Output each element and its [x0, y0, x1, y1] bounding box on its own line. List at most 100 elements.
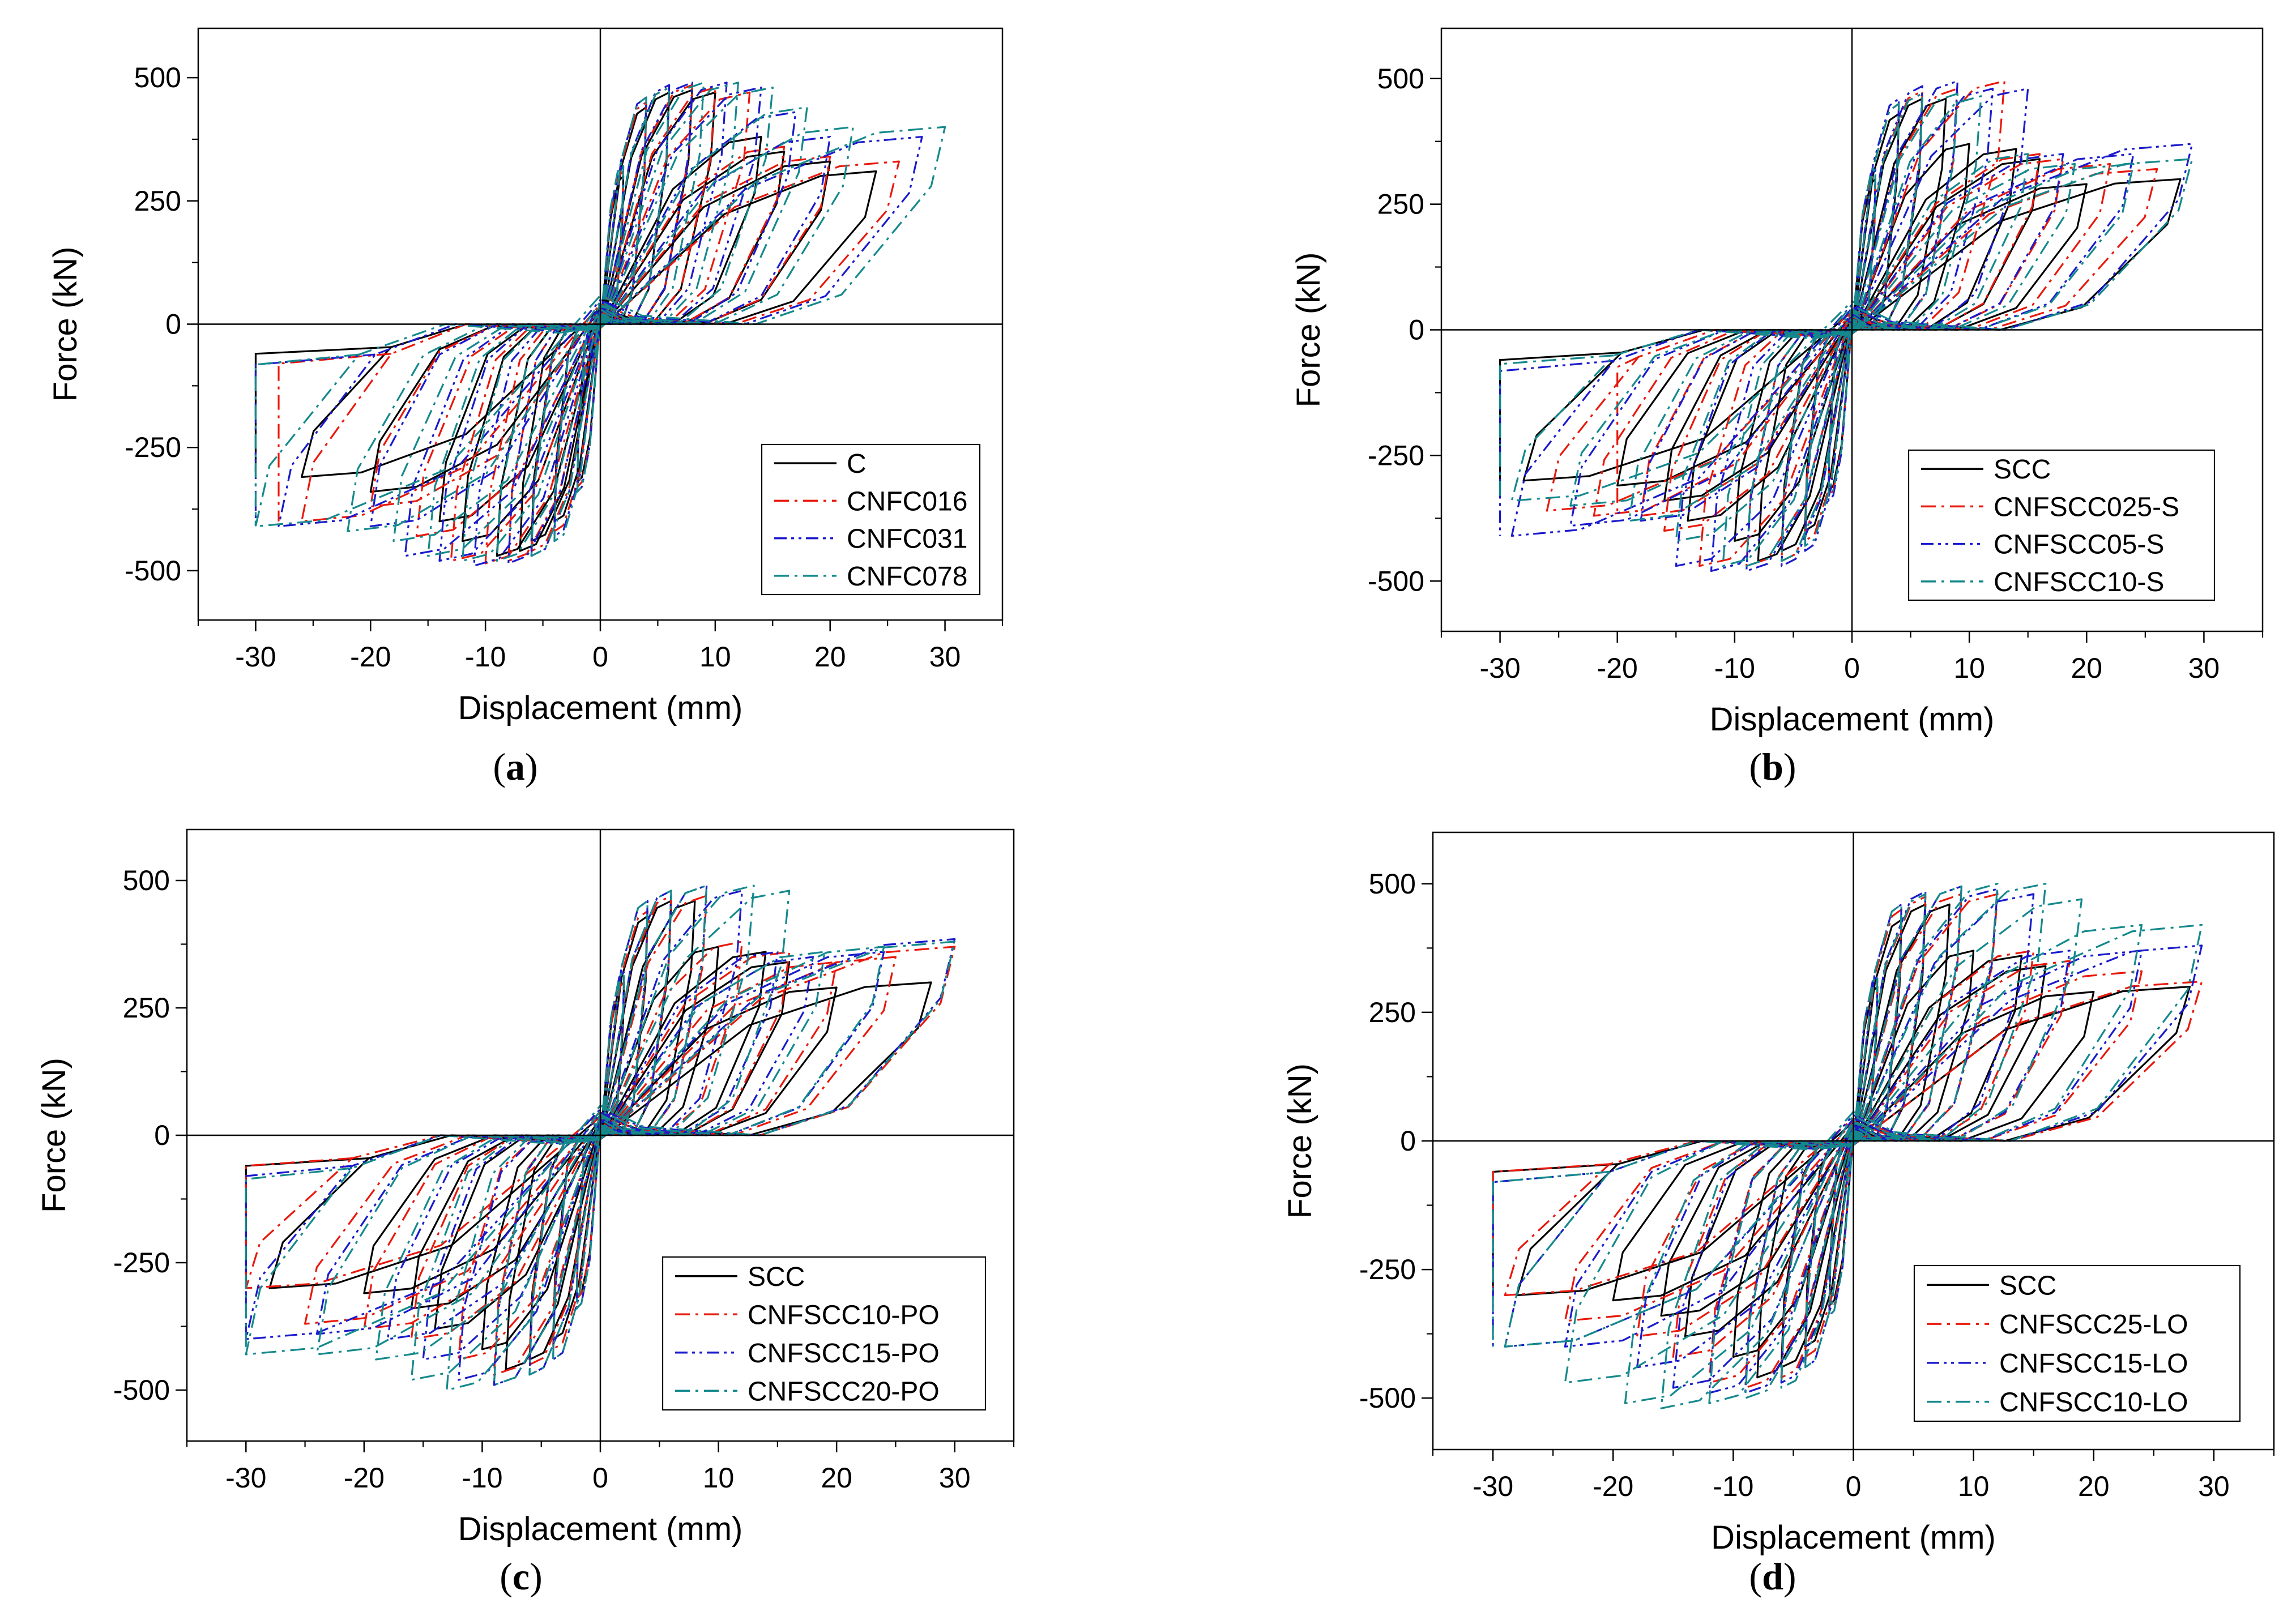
- x-tick-label: 10: [1958, 1470, 1990, 1502]
- hysteresis-loop: [1636, 960, 2071, 1337]
- y-tick-label: 0: [1409, 314, 1424, 346]
- hysteresis-loop: [254, 126, 946, 528]
- x-tick-label: 0: [1844, 652, 1860, 684]
- hysteresis-loop: [1780, 890, 1927, 1384]
- y-axis-title: Force (kN): [1290, 253, 1327, 408]
- hysteresis-loop: [347, 126, 854, 532]
- x-tick-label: -10: [462, 1462, 502, 1494]
- x-axis-title: Displacement (mm): [458, 690, 743, 726]
- legend-label: CNFSCC25-LO: [1999, 1310, 2188, 1340]
- y-tick-label: 250: [134, 185, 181, 217]
- hysteresis-loop: [1546, 168, 2158, 512]
- final-cycle-segment: [245, 1167, 353, 1354]
- x-tick-label: 0: [592, 641, 608, 673]
- hysteresis-loop: [458, 940, 743, 1361]
- legend-box: [1913, 1264, 2241, 1422]
- chart-svg-b: -30 -20 -10 0 10 20 30 -500 -250 0 250 500 Displacem…: [1290, 27, 2264, 738]
- y-tick-label: -500: [1368, 565, 1424, 597]
- hysteresis-loop: [1828, 168, 1876, 497]
- x-axis-title: Displacement (mm): [458, 1511, 743, 1547]
- final-cycle-segment: [245, 1165, 353, 1339]
- hysteresis-loop: [1660, 883, 2047, 1409]
- y-tick-label: -250: [1368, 439, 1424, 471]
- legend-label: CNFSCC05-S: [1994, 530, 2164, 560]
- x-tick-label: -10: [1713, 1470, 1753, 1502]
- x-tick-label: 0: [1846, 1470, 1862, 1502]
- legend-label: CNFSCC20-PO: [748, 1376, 940, 1406]
- hysteresis-loop: [1510, 143, 2193, 537]
- y-axis-title: Force (kN): [36, 1058, 72, 1213]
- y-tick-label: 250: [1369, 997, 1416, 1028]
- x-tick-label: 20: [814, 641, 846, 673]
- legend-label: SCC: [1994, 455, 2051, 485]
- hysteresis-loop: [575, 971, 625, 1310]
- hysteresis-loop: [446, 884, 755, 1391]
- x-tick-label: 30: [939, 1462, 971, 1494]
- legend-label: CNFSCC10-LO: [1999, 1388, 2188, 1418]
- legend-label: CNFSCC10-PO: [748, 1300, 940, 1330]
- legend: SCC CNFSCC25-LO CNFSCC15-LO CNFSCC10-LO: [1913, 1264, 2241, 1422]
- hysteresis-loop: [552, 910, 648, 1350]
- legend-label: CNFC016: [847, 486, 967, 516]
- panel-caption-b: (b): [1749, 745, 1796, 788]
- y-axis-title: Force (kN): [47, 247, 84, 402]
- y-tick-label: 250: [1377, 189, 1424, 220]
- y-tick-label: -500: [113, 1374, 170, 1406]
- hysteresis-loop: [458, 890, 743, 1381]
- x-tick-label: -30: [225, 1462, 266, 1494]
- legend-label: CNFSCC15-PO: [748, 1339, 940, 1369]
- x-tick-label: -20: [1597, 652, 1638, 684]
- y-axis-title: Force (kN): [1282, 1063, 1318, 1219]
- y-tick-label: 500: [134, 62, 181, 93]
- hysteresis-loop: [387, 956, 814, 1340]
- x-tick-label: 20: [2078, 1470, 2110, 1502]
- panel-caption-a: (a): [493, 745, 538, 788]
- legend: SCC CNFSCC10-PO CNFSCC15-PO CNFSCC20-PO: [662, 1256, 987, 1411]
- final-cycle-segment: [254, 346, 391, 472]
- chart-svg-d: -30 -20 -10 0 10 20 30 -500 -250 0 250 500 Displacem…: [1282, 831, 2275, 1556]
- final-cycle-segment: [254, 353, 375, 527]
- legend-label: SCC: [1999, 1271, 2056, 1301]
- hysteresis-loop: [552, 900, 648, 1361]
- legend-label: CNFC031: [847, 524, 967, 554]
- hysteresis-loop: [530, 84, 671, 557]
- x-tick-label: -10: [1714, 652, 1755, 684]
- x-tick-label: -20: [344, 1462, 385, 1494]
- final-cycle-segment: [1492, 1163, 1610, 1296]
- x-tick-label: 20: [821, 1462, 852, 1494]
- x-tick-label: -20: [350, 641, 391, 673]
- x-tick-label: 10: [699, 641, 731, 673]
- hysteresis-loop: [1564, 950, 2143, 1348]
- final-cycle-segment: [1499, 360, 1614, 536]
- y-tick-label: 500: [1377, 63, 1424, 95]
- y-tick-label: 0: [1400, 1125, 1416, 1157]
- legend: C CNFC016 CNFC031 CNFC078: [761, 443, 981, 596]
- legend-box: [761, 443, 981, 596]
- legend-label: CNFSCC15-LO: [1999, 1349, 2188, 1379]
- x-tick-label: -30: [1479, 652, 1520, 684]
- legend-label: C: [847, 449, 867, 479]
- chart-panel-c: -30 -20 -10 0 10 20 30 -500 -250 0 250 500 Displacem…: [0, 807, 1150, 1600]
- final-cycle-segment: [1499, 354, 1614, 501]
- y-tick-label: 500: [1369, 868, 1416, 900]
- x-axis-title: Displacement (mm): [1711, 1519, 1996, 1556]
- chart-panel-b: -30 -20 -10 0 10 20 30 -500 -250 0 250 500 Displacem…: [1144, 0, 2294, 793]
- x-tick-label: 10: [703, 1462, 735, 1494]
- final-cycle-segment: [1492, 1170, 1610, 1347]
- legend-box: [662, 1256, 987, 1411]
- x-tick-label: 30: [2198, 1470, 2230, 1502]
- chart-panel-a: -30 -20 -10 0 10 20 30 -500 -250 0 250 500 Displacem…: [0, 0, 1150, 793]
- y-tick-label: 250: [123, 992, 170, 1024]
- final-cycle-segment: [254, 353, 360, 527]
- hysteresis-loop: [1710, 87, 1994, 572]
- hysteresis-loop: [1663, 153, 2041, 532]
- hysteresis-loop: [1722, 95, 1982, 567]
- final-cycle-segment: [1616, 356, 1639, 516]
- legend: SCC CNFSCC025-S CNFSCC05-S CNFSCC10-S: [1907, 449, 2216, 601]
- chart-svg-a: -30 -20 -10 0 10 20 30 -500 -250 0 250 500 Displacem…: [47, 27, 1004, 726]
- y-tick-label: -250: [113, 1247, 170, 1279]
- x-tick-label: 30: [929, 641, 961, 673]
- hysteresis-loop: [1698, 80, 2005, 567]
- hysteresis-loop: [1564, 924, 2143, 1384]
- y-tick-label: -250: [1359, 1254, 1416, 1285]
